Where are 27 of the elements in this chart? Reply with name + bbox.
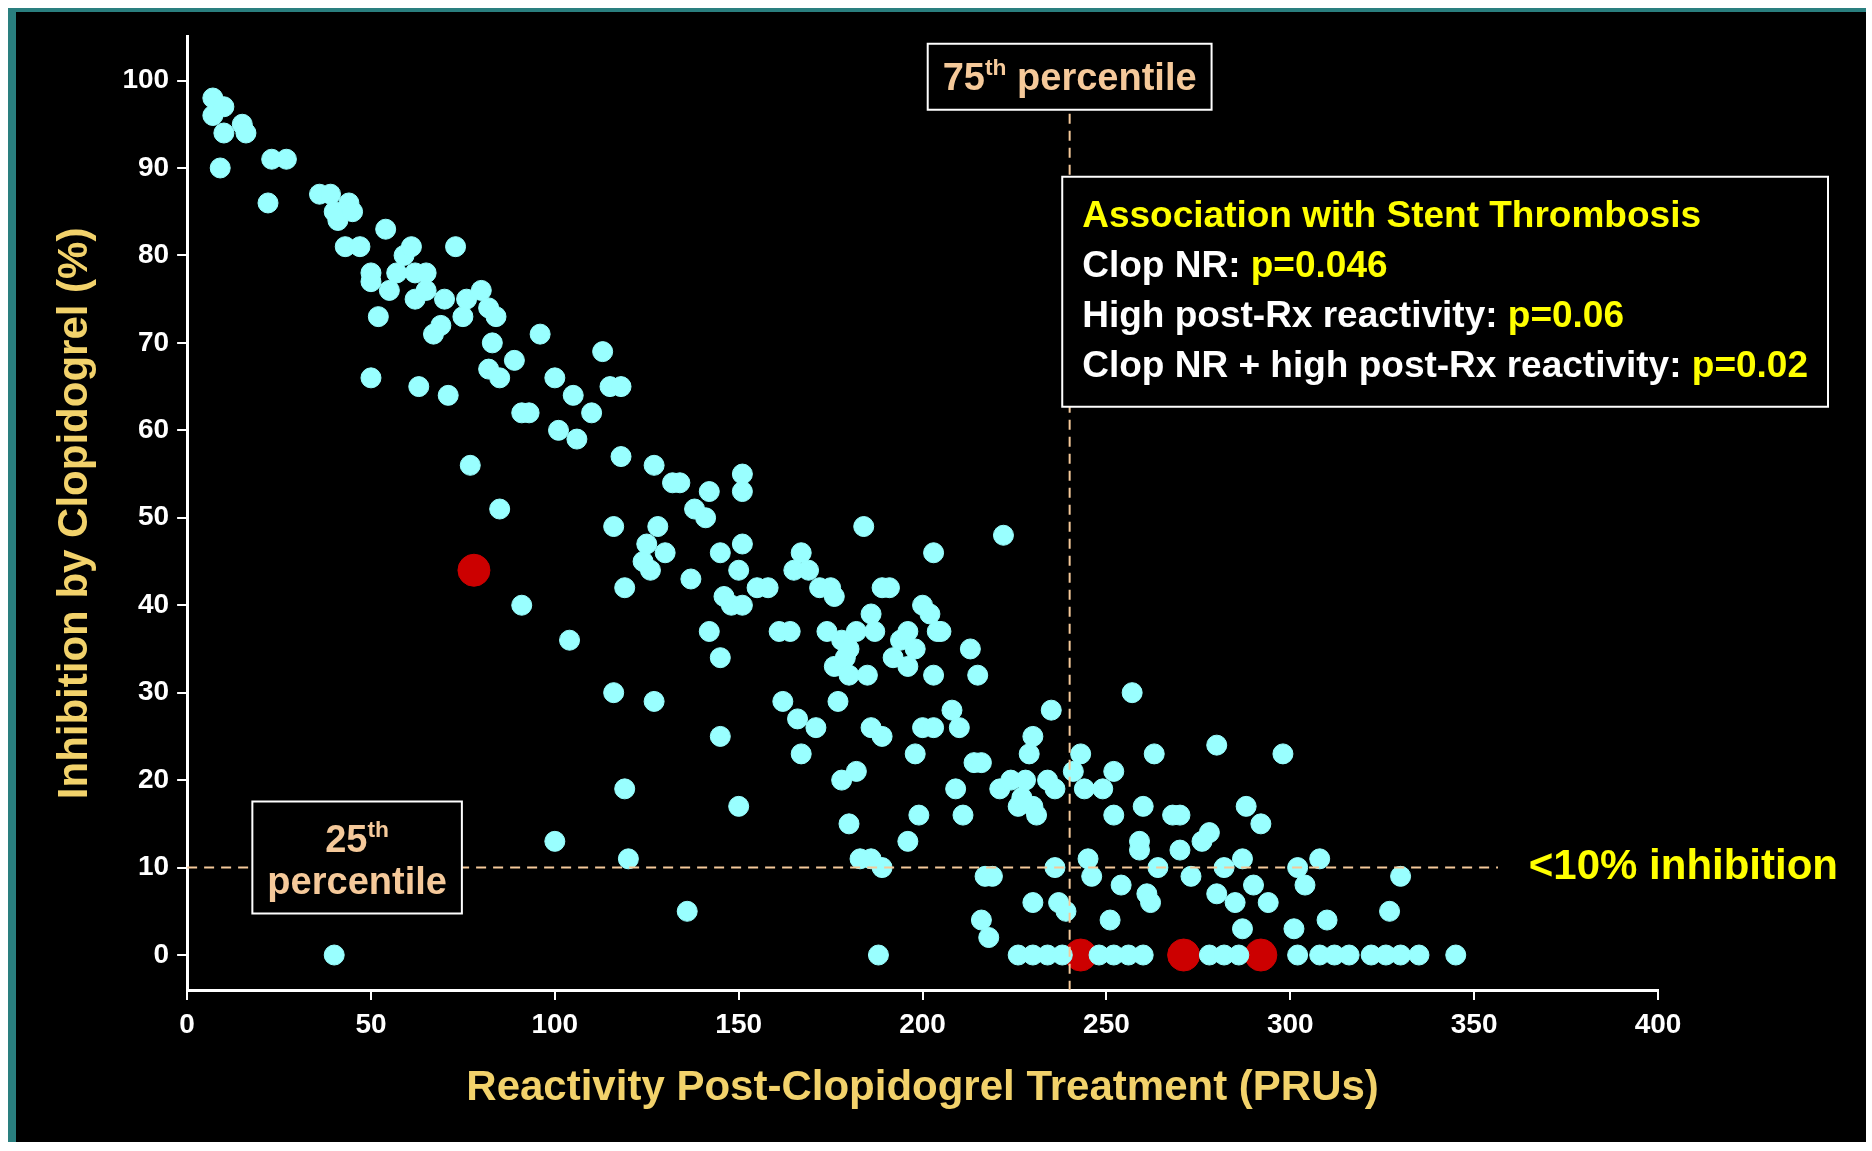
y-tick-label: 80 [137,238,170,270]
y-tick-label: 100 [122,63,170,95]
y-tick-label: 40 [137,587,170,619]
y-tick-label: 0 [153,937,170,969]
x-tick-label: 150 [715,1007,763,1039]
y-axis-title: Inhibition by Clopidogrel (%) [48,227,96,800]
y-tick-label: 20 [137,762,170,794]
x-tick-label: 100 [531,1007,579,1039]
annotation: Association with Stent Thrombosis [1082,194,1702,235]
y-tick-label: 30 [137,675,170,707]
x-tick-label: 0 [179,1007,195,1039]
x-axis-title: Reactivity Post-Clopidogrel Treatment (PRUs) [466,1062,1379,1110]
x-tick-label: 50 [355,1007,387,1039]
y-tick-label: 50 [137,500,170,532]
y-tick-label: 70 [137,325,170,357]
x-tick-label: 200 [899,1007,946,1039]
y-tick-label: 10 [137,850,170,882]
x-tick-label: 350 [1450,1007,1498,1039]
annotation: <10% inhibition [1528,841,1838,889]
annotation: Clop NR: p=0.046 [1082,244,1388,285]
annotation: Clop NR + high post-Rx reactivity: p=0.02 [1082,344,1809,385]
annotation: High post-Rx reactivity: p=0.06 [1082,294,1625,335]
x-tick-label: 400 [1634,1007,1682,1039]
y-tick-label: 60 [137,413,170,445]
x-tick-label: 250 [1083,1007,1130,1039]
x-tick-label: 300 [1266,1007,1314,1039]
y-tick-label: 90 [137,150,170,182]
